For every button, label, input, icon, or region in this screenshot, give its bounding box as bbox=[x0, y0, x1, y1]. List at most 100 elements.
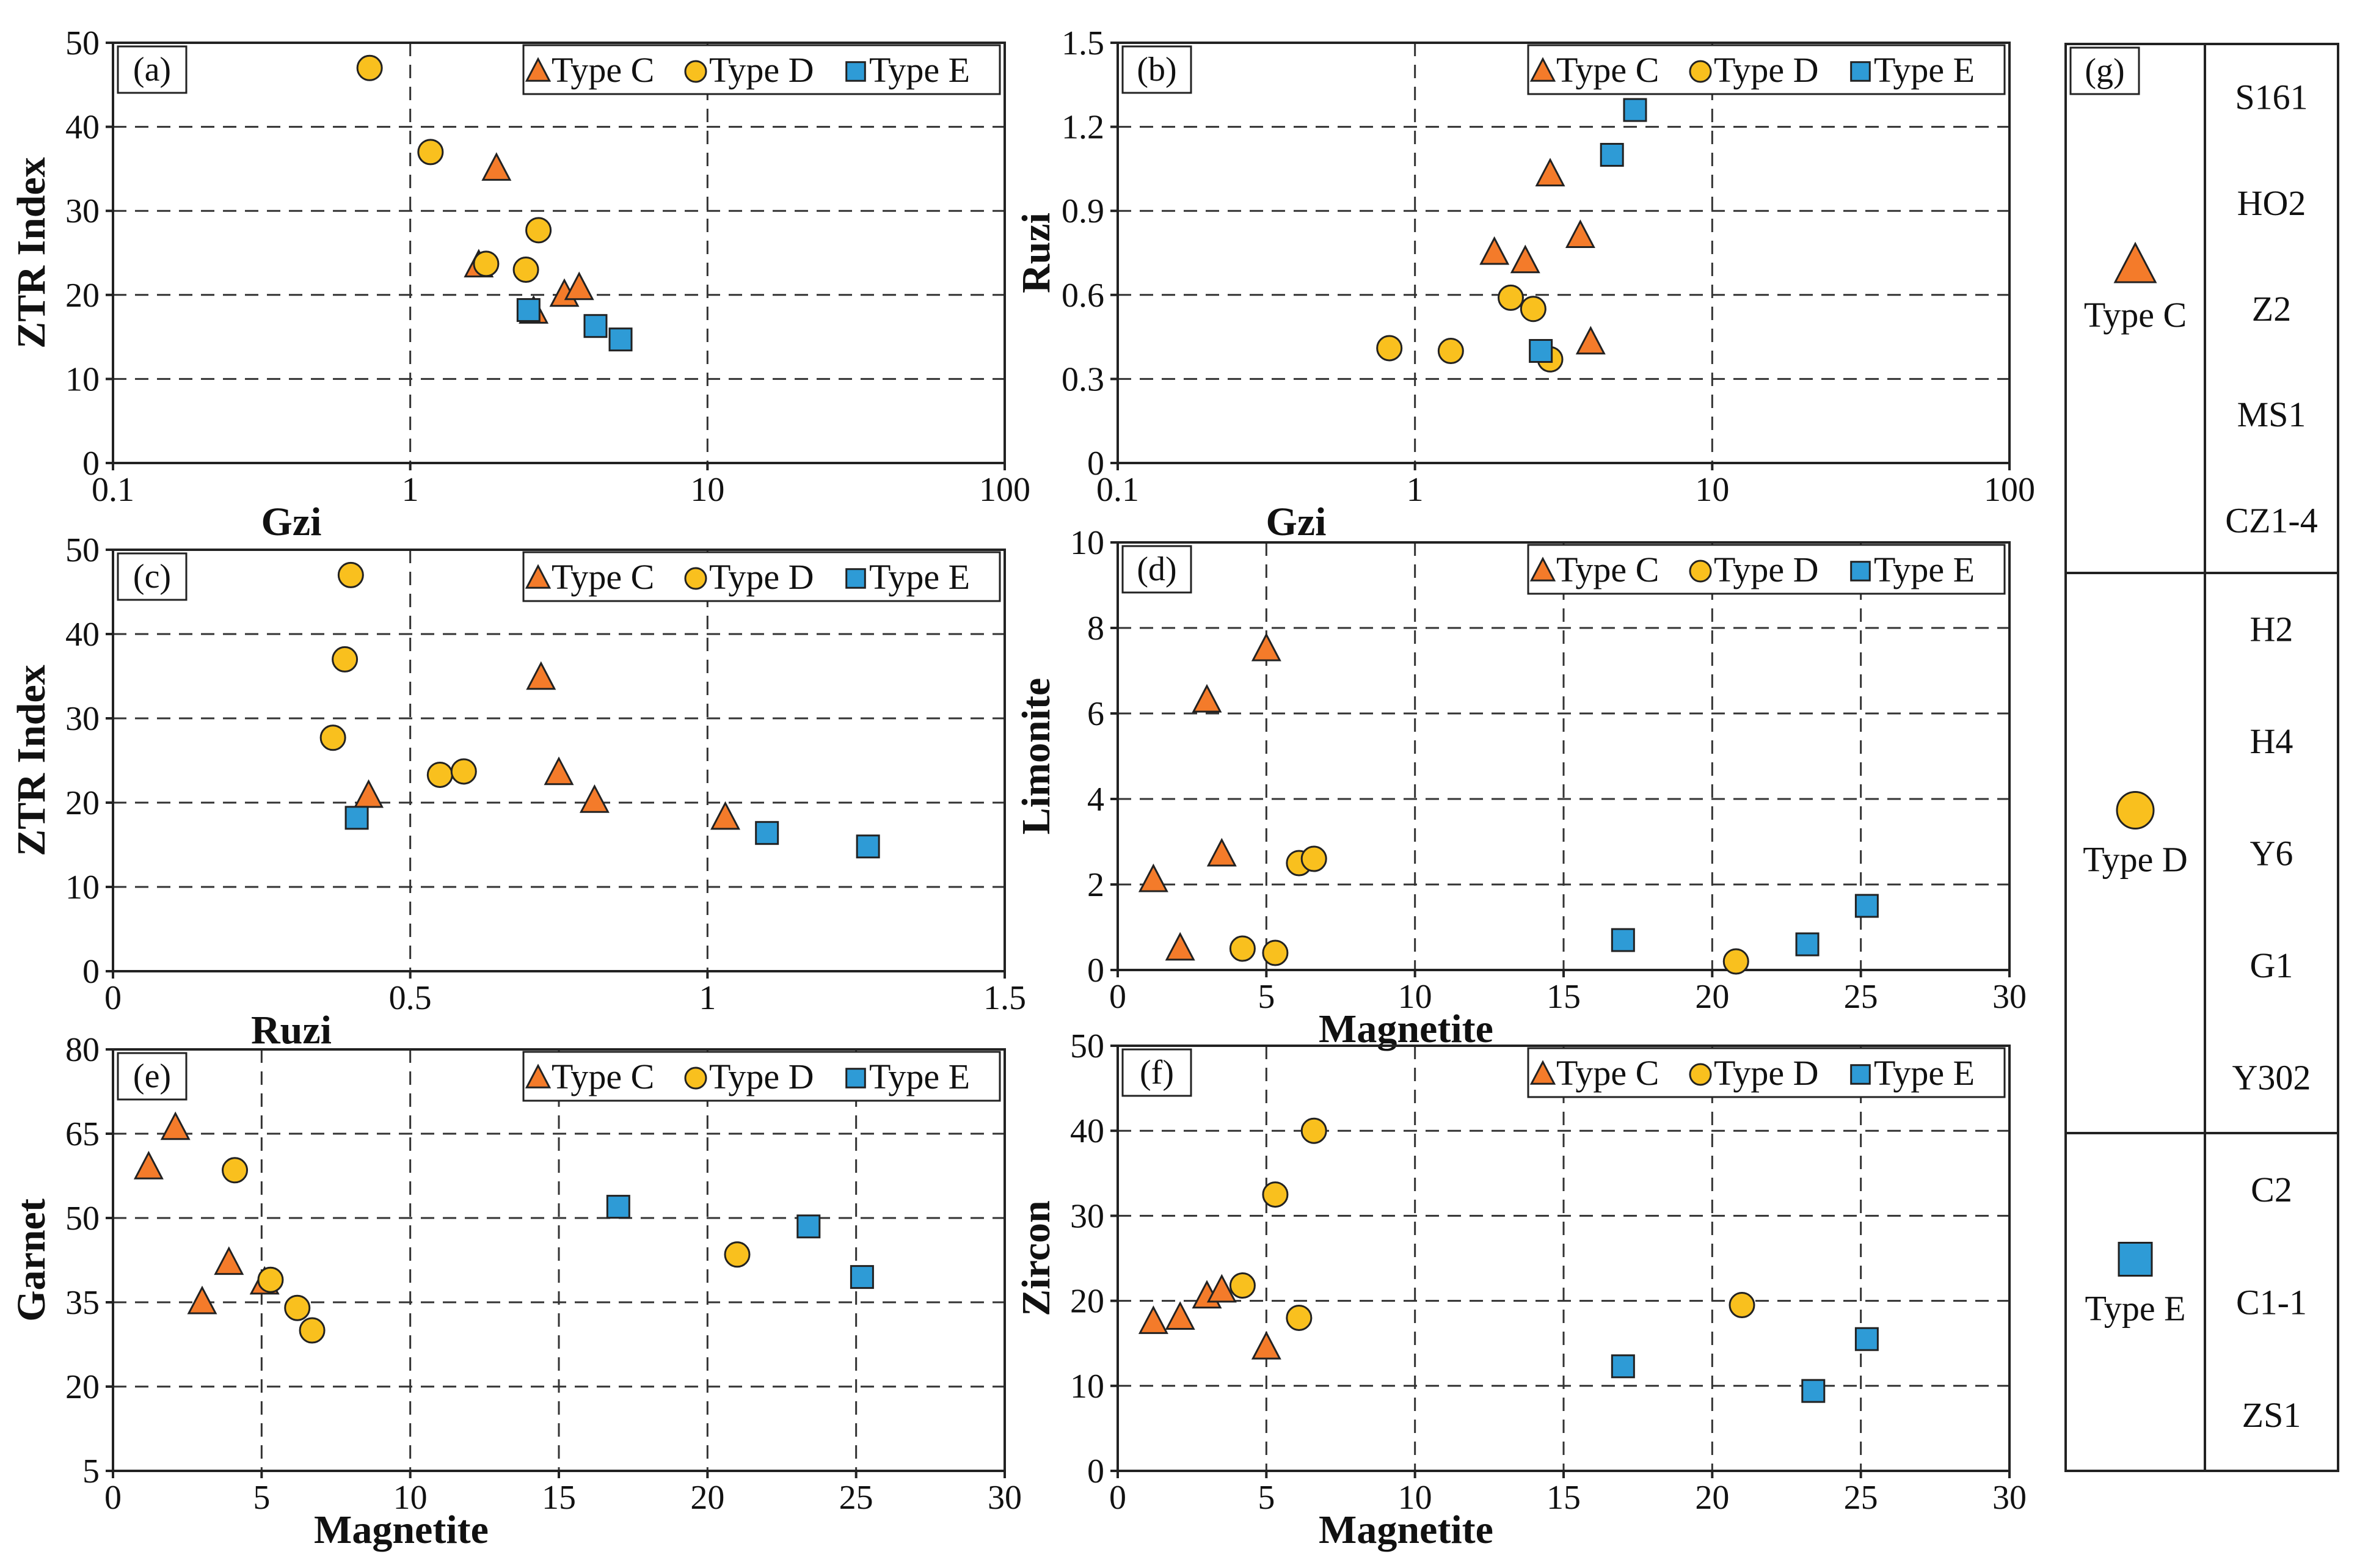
data-point bbox=[1165, 1301, 1195, 1330]
data-point bbox=[332, 646, 359, 673]
plot-frame bbox=[1117, 42, 2011, 464]
x-tick-label: 0 bbox=[104, 1479, 122, 1517]
data-point bbox=[1229, 935, 1256, 962]
legend: Type C Type D Type E bbox=[522, 44, 1001, 95]
group-marker bbox=[2118, 1242, 2153, 1277]
x-tick-label: 20 bbox=[690, 1479, 724, 1517]
y-tick-label: 5 bbox=[82, 1453, 100, 1490]
legend-marker bbox=[1529, 1060, 1556, 1085]
y-axis-label: Ruzi bbox=[1014, 213, 1058, 293]
data-point bbox=[1801, 1379, 1826, 1403]
x-tick-label: 1 bbox=[402, 471, 419, 509]
x-tick-label: 25 bbox=[839, 1479, 873, 1517]
x-axis-label: Magnetite bbox=[314, 1508, 489, 1552]
data-point bbox=[354, 779, 384, 808]
data-point bbox=[1376, 335, 1403, 362]
x-tick-label: 10 bbox=[393, 1479, 428, 1517]
panel-g-table: (g) Type C S161 HO2 Z2 MS1 CZ1-4 Type D H2 H4 Y6 G1… bbox=[2064, 43, 2339, 1472]
sample-label: Z2 bbox=[2252, 289, 2291, 329]
data-point bbox=[1138, 863, 1168, 892]
group-marker bbox=[2116, 791, 2155, 830]
legend-marker bbox=[1850, 1064, 1871, 1085]
legend-marker bbox=[525, 1063, 552, 1088]
x-tick-label: 10 bbox=[1398, 1479, 1432, 1517]
legend-label: Type D bbox=[709, 50, 814, 90]
group-marker bbox=[2113, 241, 2157, 283]
x-axis-label: Magnetite bbox=[1319, 1007, 1493, 1051]
sample-label: ZS1 bbox=[2242, 1395, 2301, 1435]
x-tick-label: 1 bbox=[699, 979, 716, 1017]
y-tick-label: 4 bbox=[1087, 781, 1104, 819]
legend-label: Type C bbox=[1556, 1053, 1659, 1093]
x-tick-label: 0 bbox=[1109, 1479, 1126, 1517]
panel-tag: (c) bbox=[133, 558, 171, 596]
data-point bbox=[222, 1157, 249, 1184]
panel-tag-box bbox=[117, 1052, 188, 1101]
x-tick-label: 20 bbox=[1695, 1479, 1729, 1517]
y-tick-label: 2 bbox=[1087, 866, 1104, 904]
legend-box bbox=[522, 551, 1001, 602]
data-point bbox=[1520, 296, 1546, 323]
x-tick-label: 10 bbox=[690, 471, 724, 509]
data-point bbox=[257, 1266, 284, 1293]
plot-frame bbox=[112, 549, 1006, 972]
data-point bbox=[1479, 236, 1510, 265]
chart-panel-b: 0.1 1 10 100 0 0.3 0.6 0.9 1.2 1.5 Gzi Ruzi (b) Type … bbox=[1014, 24, 2035, 544]
panel-tag: (e) bbox=[133, 1057, 171, 1095]
legend: Type C Type D Type E bbox=[1527, 1047, 2006, 1098]
y-tick-label: 40 bbox=[65, 109, 100, 147]
legend-label: Type E bbox=[1874, 1053, 1975, 1093]
data-point bbox=[319, 724, 346, 751]
y-tick-label: 20 bbox=[65, 1368, 100, 1406]
y-tick-label: 50 bbox=[65, 1200, 100, 1238]
x-axis-label: Gzi bbox=[261, 500, 322, 544]
x-tick-label: 0 bbox=[104, 979, 122, 1017]
x-tick-label: 100 bbox=[979, 471, 1030, 509]
x-tick-label: 25 bbox=[1844, 1479, 1878, 1517]
y-tick-label: 0 bbox=[82, 953, 100, 991]
data-point bbox=[710, 801, 741, 830]
legend-box bbox=[1527, 544, 2006, 595]
data-point bbox=[1262, 1181, 1289, 1208]
y-tick-label: 10 bbox=[65, 869, 100, 906]
data-point bbox=[856, 834, 880, 859]
y-axis-label: Zircon bbox=[1014, 1200, 1058, 1316]
data-point bbox=[1437, 338, 1464, 365]
x-tick-label: 15 bbox=[1546, 1479, 1581, 1517]
legend-marker bbox=[1689, 60, 1712, 83]
data-point bbox=[1229, 1272, 1256, 1299]
legend-marker bbox=[1689, 1063, 1712, 1086]
data-point bbox=[1510, 244, 1540, 274]
legend-marker bbox=[1850, 561, 1871, 582]
data-point bbox=[426, 761, 453, 788]
legend-marker bbox=[1529, 57, 1556, 82]
data-point bbox=[356, 54, 383, 81]
data-point bbox=[1611, 928, 1635, 952]
y-tick-label: 20 bbox=[1070, 1283, 1104, 1321]
x-tick-label: 25 bbox=[1844, 978, 1878, 1016]
x-axis-label: Gzi bbox=[1266, 500, 1327, 544]
legend-label: Type E bbox=[869, 1057, 970, 1096]
x-tick-label: 10 bbox=[1398, 978, 1432, 1016]
sample-label: Y302 bbox=[2232, 1057, 2311, 1097]
legend: Type C Type D Type E bbox=[522, 551, 1001, 602]
data-point bbox=[1206, 837, 1237, 867]
chart-panel-a: 0.1 1 10 100 0 10 20 30 40 50 Gzi ZTR Index (a) Type … bbox=[9, 24, 1030, 544]
data-point bbox=[525, 217, 552, 244]
data-point bbox=[1611, 1354, 1635, 1379]
chart-panel-c: 0 0.5 1 1.5 0 10 20 30 40 50 Ruzi ZTR Index (c) Type … bbox=[9, 531, 1026, 1052]
sample-label: CZ1-4 bbox=[2225, 500, 2317, 540]
x-tick-label: 0.1 bbox=[92, 471, 134, 509]
y-tick-label: 10 bbox=[1070, 524, 1104, 562]
sample-label: H4 bbox=[2250, 721, 2293, 761]
legend-marker bbox=[684, 567, 707, 590]
y-tick-label: 1.5 bbox=[1062, 24, 1104, 62]
data-point bbox=[299, 1317, 326, 1344]
x-axis-label: Ruzi bbox=[251, 1008, 332, 1052]
y-axis-label: ZTR Index bbox=[9, 157, 54, 349]
y-tick-label: 6 bbox=[1087, 695, 1104, 733]
legend: Type C Type D Type E bbox=[522, 1051, 1001, 1102]
y-tick-label: 40 bbox=[1070, 1112, 1104, 1150]
legend-label: Type C bbox=[552, 557, 654, 597]
data-point bbox=[337, 561, 364, 588]
